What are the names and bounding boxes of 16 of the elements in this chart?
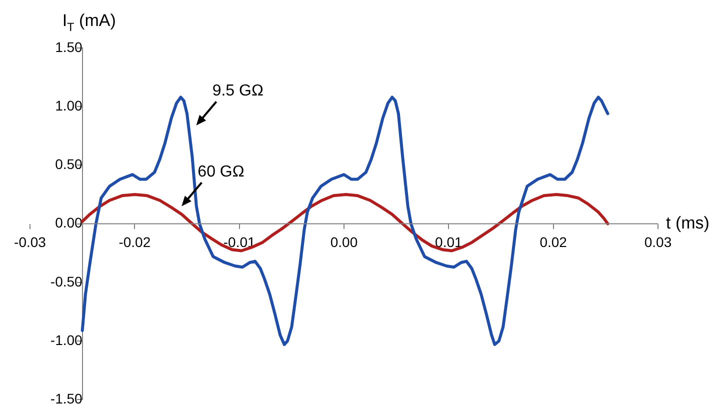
annotation: 60 GΩ [198,164,244,181]
y-tick-label: -1.00 [50,332,83,348]
y-tick-label: -0.50 [50,273,83,290]
annotation: 9.5 GΩ [212,82,264,100]
x-axis-title: t (ms) [666,213,710,232]
y-tick-label: 1.00 [55,97,83,114]
y-tick-label: -1.50 [50,390,83,406]
x-tick-label: 0.00 [330,234,358,250]
x-tick-label: 0.02 [540,234,568,250]
y-tick-label: 0.50 [55,156,83,172]
x-tick-label: -0.03 [14,234,46,250]
x-tick-label: 0.03 [644,234,672,250]
y-tick-label: 1.50 [55,38,83,55]
y-tick-label: 0.00 [55,214,83,231]
x-tick-label: -0.02 [118,234,151,250]
x-tick-label: 0.01 [435,234,463,250]
